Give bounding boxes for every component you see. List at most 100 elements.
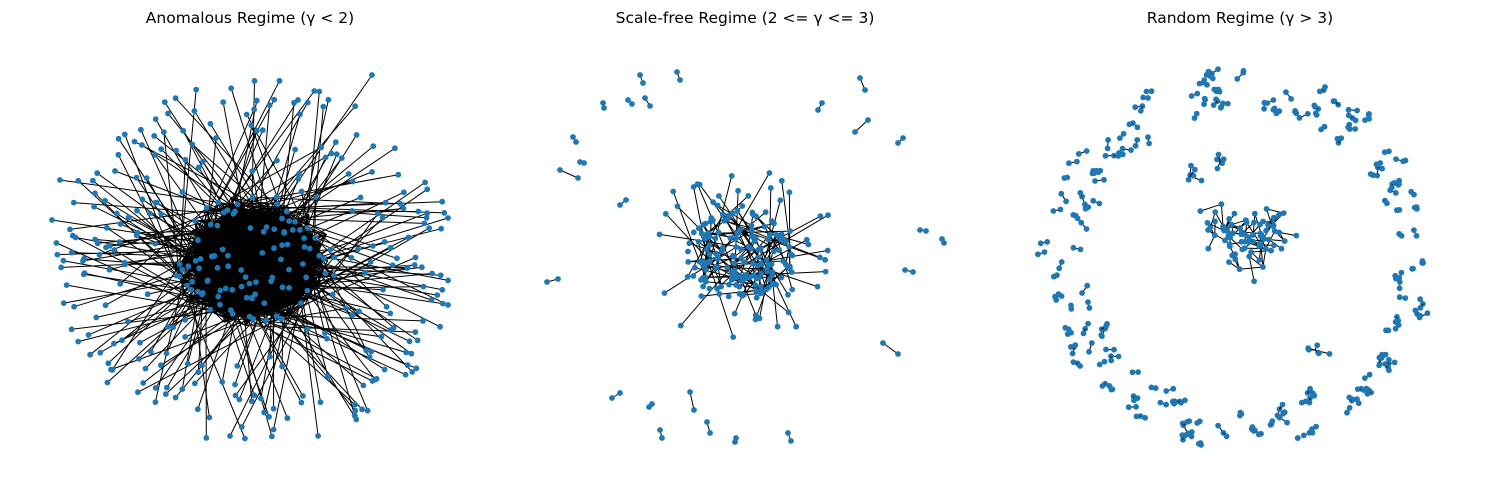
node (768, 261, 775, 268)
edge (722, 211, 767, 249)
node (1217, 104, 1224, 111)
edge (204, 260, 441, 276)
node (1268, 247, 1274, 254)
node (375, 210, 381, 217)
node (259, 250, 266, 256)
node (822, 256, 828, 263)
node (1409, 265, 1415, 272)
node (752, 312, 759, 318)
node (378, 333, 385, 340)
node (1309, 390, 1316, 397)
node (1386, 356, 1392, 363)
node (1318, 126, 1324, 133)
node (1196, 418, 1203, 425)
edge (191, 144, 290, 229)
node (1293, 232, 1300, 239)
node (298, 188, 305, 195)
node (304, 225, 311, 231)
node (279, 363, 285, 370)
node (184, 360, 191, 367)
node (225, 263, 232, 270)
node (289, 227, 296, 233)
edge (1251, 250, 1272, 253)
node (677, 77, 683, 83)
node (1419, 260, 1426, 266)
node (1241, 245, 1248, 252)
node (1376, 362, 1383, 369)
edge (155, 202, 273, 262)
node (724, 264, 731, 271)
edge (237, 174, 399, 205)
node (1197, 208, 1204, 215)
node (785, 430, 791, 436)
node (902, 267, 908, 273)
node (1243, 217, 1249, 224)
node (232, 381, 238, 388)
node (248, 398, 255, 405)
node (731, 253, 737, 260)
node (246, 313, 253, 320)
node (131, 138, 138, 145)
node (297, 227, 303, 233)
edge (265, 320, 377, 380)
node (1279, 401, 1286, 408)
node (1396, 207, 1403, 213)
node (1246, 253, 1253, 260)
node (140, 380, 147, 386)
node (258, 395, 264, 402)
edge (677, 205, 756, 286)
node (383, 303, 390, 310)
node (690, 184, 697, 190)
node (661, 290, 668, 296)
node (1194, 90, 1201, 97)
node (1224, 100, 1231, 107)
node (404, 362, 411, 369)
node (1346, 121, 1353, 128)
node (1117, 135, 1123, 142)
edge (197, 260, 206, 373)
node (1096, 200, 1103, 207)
node (251, 106, 257, 113)
node (189, 278, 196, 285)
node (822, 268, 829, 275)
node (714, 202, 721, 209)
node (1417, 296, 1424, 303)
node (208, 253, 215, 260)
node (707, 258, 713, 264)
node (732, 439, 738, 445)
node (352, 407, 359, 414)
node (1085, 299, 1091, 305)
node (236, 396, 243, 403)
node (261, 409, 267, 416)
node (941, 240, 947, 246)
node (1053, 297, 1060, 303)
node (276, 77, 283, 84)
node (1264, 100, 1271, 106)
node (1346, 404, 1353, 411)
node (269, 433, 275, 440)
node (1185, 430, 1191, 437)
node (917, 227, 923, 233)
node (406, 338, 413, 345)
node (1206, 73, 1213, 79)
node (163, 350, 170, 357)
node (263, 224, 270, 231)
edge (712, 201, 755, 242)
node (738, 255, 744, 261)
node (1413, 232, 1420, 239)
edge (83, 273, 198, 293)
node (1354, 386, 1361, 392)
node (1288, 96, 1294, 102)
node (311, 88, 318, 94)
node (354, 246, 361, 253)
edge (303, 257, 441, 328)
edge (71, 309, 231, 330)
node (329, 291, 336, 298)
node (1078, 219, 1085, 226)
node (1210, 102, 1217, 108)
node (706, 251, 713, 258)
node (731, 260, 737, 267)
node (389, 262, 396, 269)
node (1215, 151, 1222, 158)
